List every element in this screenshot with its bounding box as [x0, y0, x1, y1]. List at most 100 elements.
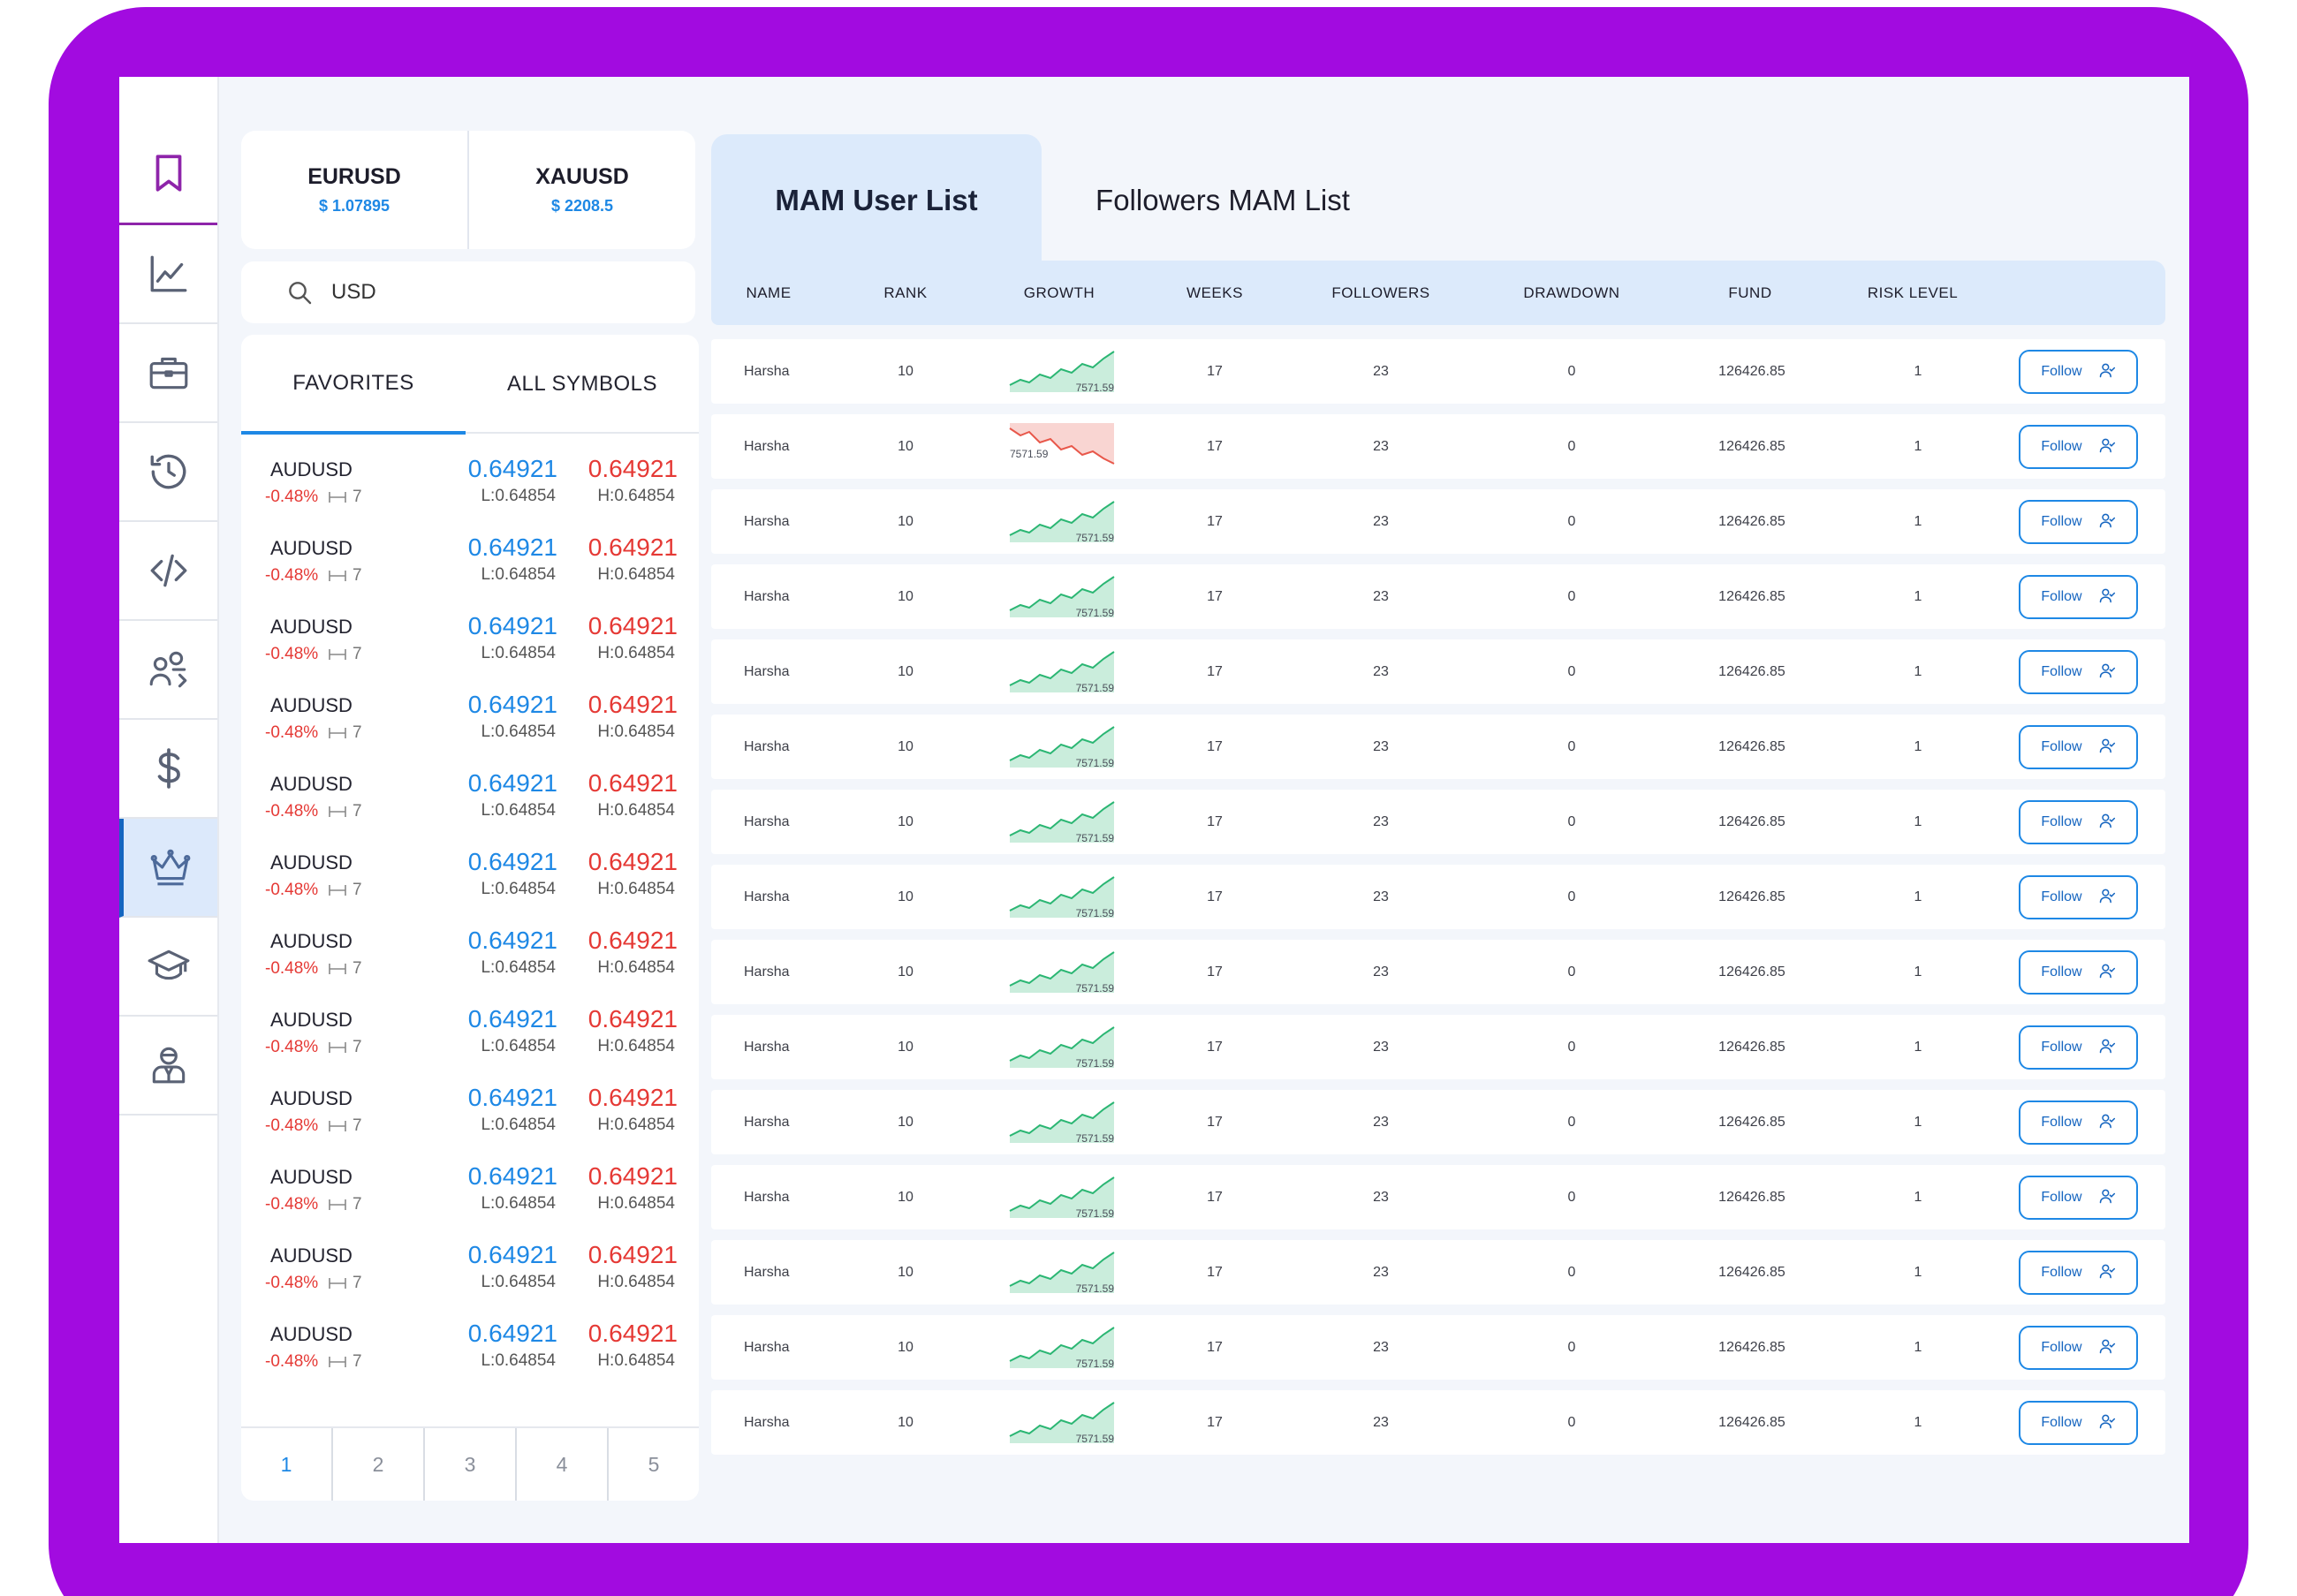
follow-button[interactable]: Follow — [2019, 650, 2138, 694]
follow-button[interactable]: Follow — [2019, 575, 2138, 619]
page-button[interactable]: 4 — [515, 1428, 607, 1501]
symbol-row[interactable]: AUDUSD -0.48% 7 0.64921 0.64921 L:0.64854 H:0.… — [241, 1241, 699, 1323]
follow-button[interactable]: Follow — [2019, 725, 2138, 769]
sidebar-item-history[interactable] — [119, 423, 217, 522]
page-button[interactable]: 2 — [331, 1428, 423, 1501]
symbol-ask[interactable]: 0.64921 — [588, 1241, 678, 1268]
add-user-icon — [2098, 511, 2116, 533]
sidebar-item-chart[interactable] — [119, 225, 217, 324]
symbol-row[interactable]: AUDUSD -0.48% 7 0.64921 0.64921 L:0.64854 H:0.… — [241, 612, 699, 694]
symbol-bid[interactable]: 0.64921 — [467, 691, 557, 718]
sidebar-item-funds[interactable] — [119, 720, 217, 819]
follow-button[interactable]: Follow — [2019, 875, 2138, 919]
symbol-row[interactable]: AUDUSD -0.48% 7 0.64921 0.64921 L:0.64854 H:0.… — [241, 1005, 699, 1087]
symbol-high: H:0.64854 — [597, 1116, 675, 1134]
symbol-row[interactable]: AUDUSD -0.48% 7 0.64921 0.64921 L:0.64854 H:0.… — [241, 769, 699, 851]
header-name[interactable]: NAME — [746, 284, 792, 301]
symbol-bid[interactable]: 0.64921 — [467, 1320, 557, 1347]
ticker-xauusd[interactable]: XAUUSD $ 2208.5 — [467, 131, 695, 249]
symbol-bid[interactable]: 0.64921 — [467, 1084, 557, 1111]
symbol-row[interactable]: AUDUSD -0.48% 7 0.64921 0.64921 L:0.64854 H:0.… — [241, 691, 699, 773]
sidebar-item-mam[interactable] — [119, 819, 217, 918]
follow-button[interactable]: Follow — [2019, 425, 2138, 469]
sparkline-chart — [1009, 1026, 1115, 1068]
header-growth[interactable]: GROWTH — [1023, 284, 1095, 301]
symbol-ask[interactable]: 0.64921 — [588, 1005, 678, 1032]
sidebar-item-portfolio[interactable] — [119, 324, 217, 423]
symbol-search — [241, 261, 695, 323]
symbol-bid[interactable]: 0.64921 — [467, 1162, 557, 1190]
symbol-row[interactable]: AUDUSD -0.48% 7 0.64921 0.64921 L:0.64854 H:0.… — [241, 927, 699, 1009]
symbol-row[interactable]: AUDUSD -0.48% 7 0.64921 0.64921 L:0.64854 H:0.… — [241, 533, 699, 616]
page-button[interactable]: 3 — [423, 1428, 515, 1501]
follow-button[interactable]: Follow — [2019, 800, 2138, 844]
cell-followers: 23 — [1373, 964, 1389, 980]
symbol-bid[interactable]: 0.64921 — [467, 1005, 557, 1032]
follow-button[interactable]: Follow — [2019, 1326, 2138, 1370]
symbol-bid[interactable]: 0.64921 — [467, 848, 557, 875]
symbol-bid[interactable]: 0.64921 — [467, 769, 557, 797]
cell-risk-level: 1 — [1914, 814, 1922, 829]
symbol-ask[interactable]: 0.64921 — [588, 458, 678, 482]
tab-all-symbols[interactable]: ALL SYMBOLS — [506, 372, 658, 396]
sparkline-line — [1009, 1101, 1115, 1137]
cell-rank: 10 — [898, 589, 913, 604]
symbol-ask[interactable]: 0.64921 — [588, 848, 678, 875]
symbol-row[interactable]: AUDUSD -0.48% 7 0.64921 0.64921 L:0.64854 H:0.… — [241, 1162, 699, 1244]
symbol-row[interactable]: AUDUSD -0.48% 7 0.64921 0.64921 L:0.64854 H:0.… — [241, 1084, 699, 1166]
symbol-bid[interactable]: 0.64921 — [467, 1241, 557, 1268]
header-drawdown[interactable]: DRAWDOWN — [1523, 284, 1620, 301]
header-rank[interactable]: RANK — [883, 284, 928, 301]
symbol-row[interactable]: AUDUSD -0.48% 7 0.64921 0.64921 L:0.64854 H:0.… — [241, 1320, 699, 1395]
sidebar-item-social[interactable] — [119, 621, 217, 720]
symbol-ask[interactable]: 0.64921 — [588, 769, 678, 797]
symbol-bid[interactable]: 0.64921 — [467, 612, 557, 639]
follow-button[interactable]: Follow — [2019, 500, 2138, 544]
header-risk-level[interactable]: RISK LEVEL — [1867, 284, 1959, 301]
follow-button[interactable]: Follow — [2019, 1401, 2138, 1445]
add-user-icon — [2098, 1337, 2116, 1359]
spread-icon — [329, 964, 346, 974]
follow-button[interactable]: Follow — [2019, 350, 2138, 394]
symbol-ask[interactable]: 0.64921 — [588, 533, 678, 561]
page-button[interactable]: 5 — [607, 1428, 699, 1501]
growth-sparkline: 7571.59 — [1008, 874, 1116, 919]
symbol-ask[interactable]: 0.64921 — [588, 927, 678, 954]
sidebar-item-education[interactable] — [119, 918, 217, 1017]
search-input[interactable] — [331, 280, 667, 305]
follow-button[interactable]: Follow — [2019, 1025, 2138, 1070]
page-button[interactable]: 1 — [280, 1452, 292, 1476]
tab-favorites[interactable]: FAVORITES — [241, 335, 466, 435]
symbol-row[interactable]: AUDUSD -0.48% 7 0.64921 0.64921 L:0.64854 H:0.… — [241, 848, 699, 930]
symbol-bid[interactable]: 0.64921 — [467, 458, 557, 482]
ticker-eurusd[interactable]: EURUSD $ 1.07895 — [241, 131, 467, 249]
follow-button[interactable]: Follow — [2019, 950, 2138, 995]
sparkline-area — [1010, 652, 1114, 692]
symbol-ask[interactable]: 0.64921 — [588, 1162, 678, 1190]
symbol-bid[interactable]: 0.64921 — [467, 927, 557, 954]
symbol-ask[interactable]: 0.64921 — [588, 1084, 678, 1111]
sparkline-line — [1009, 1402, 1115, 1437]
sparkline-line — [1009, 501, 1115, 536]
table-row: Harsha 10 17 23 0 126426.85 1 7571.59 Follow — [711, 940, 2165, 1004]
sidebar-item-bookmarks[interactable] — [119, 124, 217, 225]
sidebar-item-support[interactable] — [119, 1017, 217, 1116]
follow-button[interactable]: Follow — [2019, 1176, 2138, 1220]
tab-mam-user-list[interactable]: MAM User List — [711, 134, 1042, 267]
follow-button[interactable]: Follow — [2019, 1251, 2138, 1295]
sidebar-item-api[interactable] — [119, 522, 217, 621]
symbol-name: AUDUSD — [270, 1087, 353, 1109]
growth-sparkline: 7571.59 — [1008, 348, 1116, 394]
mam-tabs: MAM User List Followers MAM List — [711, 134, 2169, 267]
header-weeks[interactable]: WEEKS — [1186, 284, 1243, 301]
tab-followers-mam-list[interactable]: Followers MAM List — [1095, 184, 1350, 216]
header-followers[interactable]: FOLLOWERS — [1331, 284, 1430, 301]
follow-button[interactable]: Follow — [2019, 1101, 2138, 1145]
symbol-bid[interactable]: 0.64921 — [467, 533, 557, 561]
symbol-ask[interactable]: 0.64921 — [588, 612, 678, 639]
symbol-row[interactable]: AUDUSD -0.48% 7 0.64921 0.64921 L:0.64854 H:0.… — [241, 458, 699, 537]
symbol-ask[interactable]: 0.64921 — [588, 691, 678, 718]
symbol-ask[interactable]: 0.64921 — [588, 1320, 678, 1347]
cell-risk-level: 1 — [1914, 889, 1922, 904]
header-fund[interactable]: FUND — [1728, 284, 1772, 301]
